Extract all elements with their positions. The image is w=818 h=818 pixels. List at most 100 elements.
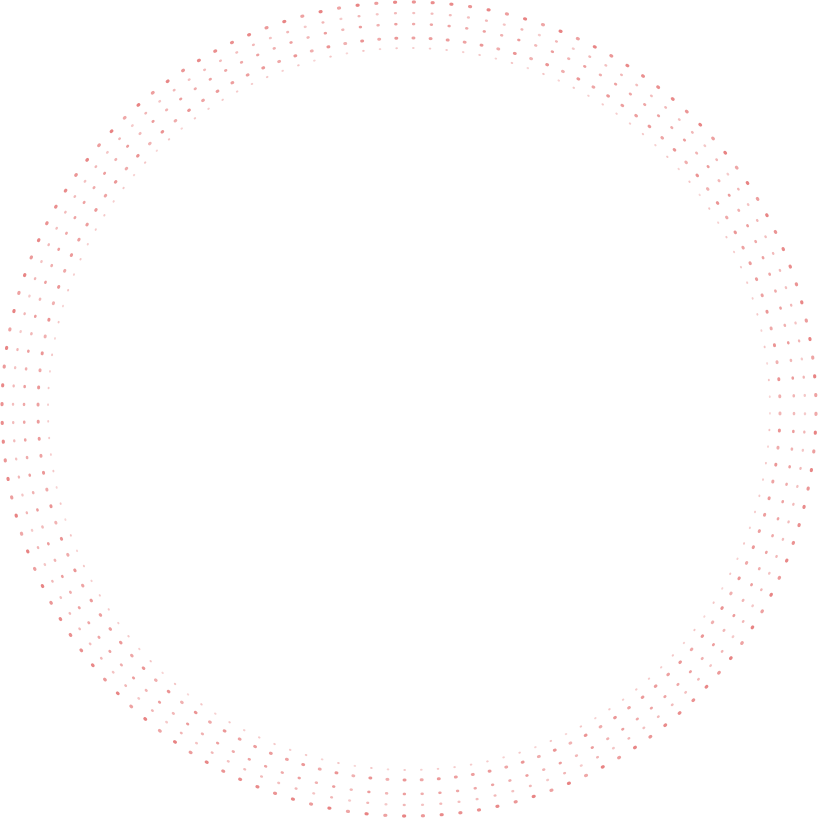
ring-dot — [68, 633, 73, 637]
ring-dot — [24, 367, 28, 371]
ring-dot — [303, 25, 307, 29]
ring-dot — [31, 490, 35, 495]
ring-dot — [688, 670, 692, 674]
ring-dot — [48, 436, 51, 440]
ring-dot — [247, 33, 252, 37]
ring-dot — [660, 666, 663, 669]
ring-dot — [203, 68, 207, 72]
ring-dot — [94, 228, 97, 231]
ring-dot — [45, 487, 49, 492]
ring-dot — [466, 16, 470, 19]
ring-dot — [803, 412, 807, 416]
ring-dot — [201, 98, 205, 103]
ring-dot — [144, 161, 147, 164]
ring-dot — [789, 358, 793, 363]
ring-dot — [263, 764, 268, 768]
ring-dot — [260, 775, 264, 778]
ring-dot — [587, 94, 590, 97]
ring-dot — [375, 13, 379, 16]
ring-dot — [568, 741, 573, 745]
ring-dot — [563, 771, 567, 775]
ring-dot — [486, 760, 489, 763]
ring-dot — [69, 534, 72, 537]
ring-dot — [12, 309, 16, 314]
ring-dot — [36, 238, 41, 243]
ring-dot — [797, 523, 801, 528]
ring-dot — [51, 353, 54, 357]
ring-dot — [92, 186, 96, 190]
ring-dot — [588, 55, 592, 58]
ring-dot — [739, 265, 743, 269]
ring-dot — [545, 63, 550, 67]
ring-dot — [467, 4, 473, 9]
ring-dot — [771, 251, 775, 255]
ring-dot — [47, 317, 51, 322]
ring-dot — [520, 28, 524, 31]
ring-dot — [353, 764, 357, 767]
ring-dot — [383, 813, 388, 817]
ring-dot — [695, 173, 699, 178]
ring-dot — [343, 42, 348, 46]
ring-dot — [114, 157, 118, 162]
ring-dot — [54, 204, 58, 209]
ring-dot — [393, 12, 398, 15]
ring-dot — [73, 195, 77, 198]
ring-dot — [512, 51, 517, 55]
ring-dot — [98, 613, 103, 617]
ring-dot — [57, 320, 60, 324]
ring-dot — [280, 771, 284, 774]
ring-dot — [115, 691, 120, 696]
ring-dot — [221, 98, 224, 101]
ring-dot — [537, 33, 541, 37]
ring-dot — [671, 654, 674, 657]
ring-dot — [785, 482, 788, 486]
ring-dot — [663, 723, 668, 728]
ring-dot — [51, 579, 54, 583]
ring-dot — [729, 591, 733, 596]
ring-dot — [690, 130, 694, 134]
ring-dot — [239, 60, 244, 64]
ring-dot — [670, 97, 675, 101]
ring-dot — [617, 755, 622, 760]
ring-dot — [792, 429, 795, 434]
ring-dot — [36, 419, 40, 424]
ring-dot — [684, 160, 688, 165]
ring-dot — [635, 688, 638, 691]
ring-dot — [528, 784, 532, 788]
ring-dot — [642, 726, 646, 730]
ring-dot — [784, 286, 788, 290]
ring-dot — [37, 436, 41, 441]
ring-dot — [173, 119, 178, 123]
ring-dot — [349, 788, 353, 791]
ring-dot — [801, 448, 805, 452]
ring-dot — [261, 66, 266, 70]
ring-dot — [402, 803, 406, 807]
ring-dot — [584, 773, 589, 778]
ring-dot — [82, 200, 86, 204]
ring-dot — [188, 750, 193, 755]
ring-dot — [803, 393, 806, 398]
ring-dot — [715, 201, 720, 205]
ring-dot — [648, 734, 653, 739]
ring-dot — [552, 748, 557, 752]
ring-dot — [534, 746, 537, 749]
ring-dot — [173, 682, 177, 686]
ring-dot — [647, 124, 652, 129]
ring-dot — [445, 38, 450, 42]
ring-dot — [304, 753, 308, 757]
ring-dot — [186, 693, 190, 696]
ring-dot — [17, 290, 21, 295]
ring-dot — [794, 282, 799, 287]
ring-dot — [48, 370, 51, 373]
ring-dot — [778, 411, 782, 416]
ring-dot — [348, 799, 352, 802]
ring-dot — [144, 688, 148, 692]
ring-dot — [330, 796, 334, 799]
ring-dot — [12, 420, 15, 425]
ring-dot — [504, 12, 509, 16]
ring-dot — [57, 247, 61, 251]
ring-dot — [458, 811, 463, 815]
ring-dot — [297, 776, 301, 780]
ring-dot — [64, 210, 67, 214]
ring-dot — [103, 214, 106, 217]
